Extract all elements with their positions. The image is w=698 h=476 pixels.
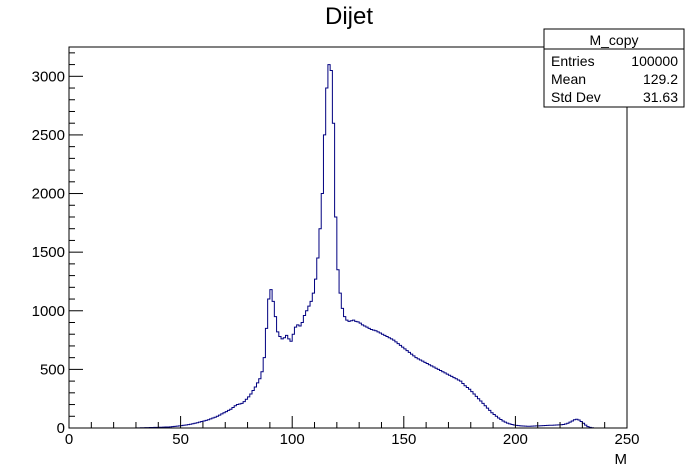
stats-box-frame <box>543 28 685 108</box>
plot-area <box>135 64 616 429</box>
y-tick-label: 2500 <box>32 127 65 144</box>
x-tick-label: 0 <box>65 431 73 448</box>
x-tick-label: 150 <box>391 431 416 448</box>
y-tick-label: 0 <box>57 420 65 437</box>
stats-entries-value: 100000 <box>631 53 678 69</box>
chart-title: Dijet <box>325 3 373 30</box>
stats-box: M_copy Entries 100000 Mean 129.2 Std Dev… <box>543 28 685 108</box>
x-tick-label: 250 <box>614 431 639 448</box>
stats-stddev-value: 31.63 <box>643 89 678 105</box>
y-tick-label: 3000 <box>32 68 65 85</box>
y-tick-label: 1500 <box>32 244 65 261</box>
stats-stddev-label: Std Dev <box>551 89 601 105</box>
y-tick-label: 1000 <box>32 303 65 320</box>
x-axis-title: M <box>615 451 628 468</box>
x-tick-label: 200 <box>503 431 528 448</box>
x-tick-label: 50 <box>172 431 189 448</box>
x-tick-label: 100 <box>280 431 305 448</box>
plot-frame <box>68 46 628 429</box>
stats-entries-label: Entries <box>551 53 595 69</box>
y-tick-label: 500 <box>40 361 65 378</box>
stats-box-title: M_copy <box>589 32 638 48</box>
stats-mean-value: 129.2 <box>643 71 678 87</box>
y-tick-label: 2000 <box>32 186 65 203</box>
stats-mean-label: Mean <box>551 71 586 87</box>
histogram-line <box>135 64 616 429</box>
